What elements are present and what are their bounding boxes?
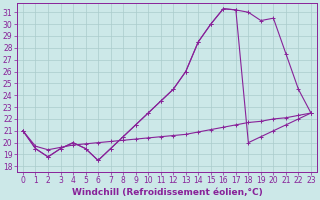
X-axis label: Windchill (Refroidissement éolien,°C): Windchill (Refroidissement éolien,°C) [72,188,262,197]
